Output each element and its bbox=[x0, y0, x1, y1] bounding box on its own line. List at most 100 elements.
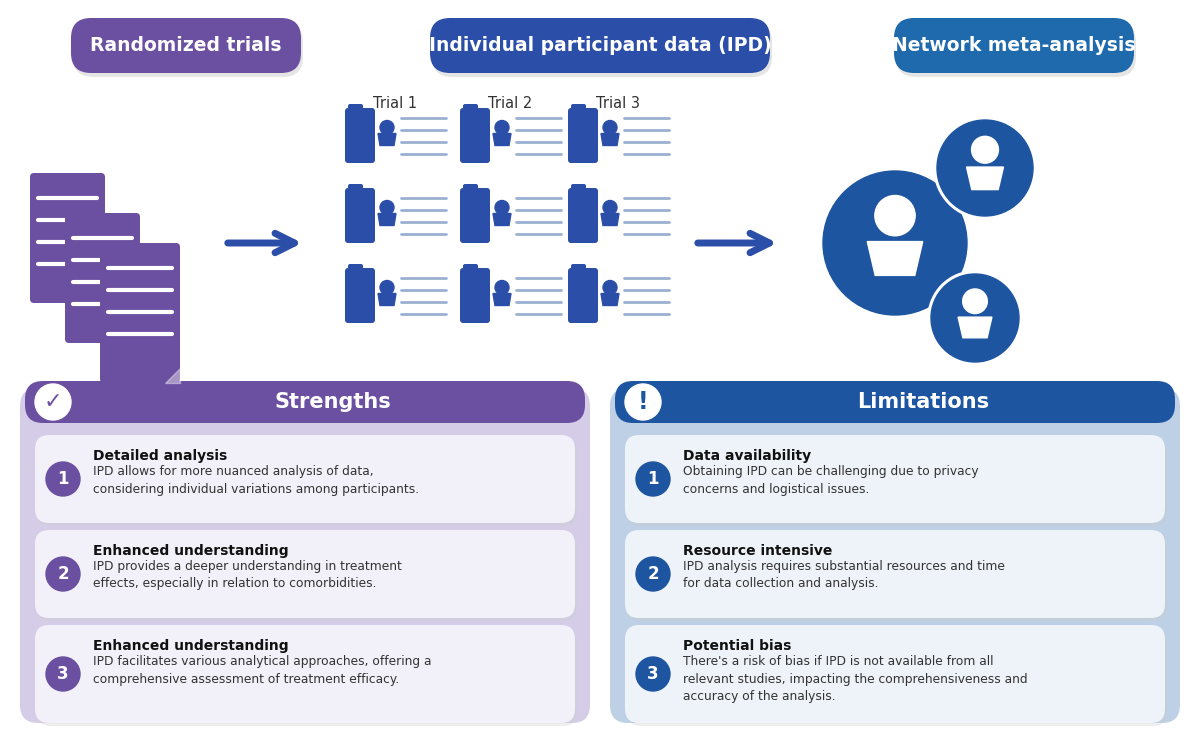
FancyBboxPatch shape bbox=[348, 104, 364, 112]
FancyBboxPatch shape bbox=[568, 108, 598, 163]
Polygon shape bbox=[493, 133, 511, 145]
FancyBboxPatch shape bbox=[896, 22, 1136, 77]
FancyBboxPatch shape bbox=[894, 18, 1134, 73]
Circle shape bbox=[46, 557, 80, 591]
Polygon shape bbox=[378, 133, 396, 145]
Text: !: ! bbox=[637, 390, 648, 414]
FancyBboxPatch shape bbox=[625, 435, 1165, 523]
Polygon shape bbox=[493, 293, 511, 306]
Polygon shape bbox=[378, 293, 396, 306]
Circle shape bbox=[875, 196, 916, 236]
Text: Detailed analysis: Detailed analysis bbox=[94, 449, 227, 463]
Circle shape bbox=[636, 462, 670, 496]
Text: 3: 3 bbox=[58, 665, 68, 683]
FancyBboxPatch shape bbox=[348, 184, 364, 192]
FancyBboxPatch shape bbox=[568, 188, 598, 243]
Text: Trial 1: Trial 1 bbox=[373, 95, 418, 111]
Circle shape bbox=[823, 171, 967, 315]
Text: 3: 3 bbox=[647, 665, 659, 683]
FancyBboxPatch shape bbox=[432, 22, 772, 77]
FancyBboxPatch shape bbox=[430, 18, 770, 73]
Text: Enhanced understanding: Enhanced understanding bbox=[94, 639, 289, 653]
Circle shape bbox=[604, 281, 617, 295]
Text: Resource intensive: Resource intensive bbox=[683, 544, 833, 558]
FancyBboxPatch shape bbox=[20, 388, 590, 723]
FancyBboxPatch shape bbox=[571, 264, 586, 272]
Text: IPD facilitates various analytical approaches, offering a
comprehensive assessme: IPD facilitates various analytical appro… bbox=[94, 655, 432, 685]
Polygon shape bbox=[90, 288, 106, 303]
FancyBboxPatch shape bbox=[571, 104, 586, 112]
Circle shape bbox=[636, 657, 670, 691]
Text: IPD analysis requires substantial resources and time
for data collection and ana: IPD analysis requires substantial resour… bbox=[683, 560, 1004, 591]
Text: Data availability: Data availability bbox=[683, 449, 811, 463]
FancyBboxPatch shape bbox=[625, 625, 1165, 723]
Polygon shape bbox=[493, 213, 511, 226]
Circle shape bbox=[604, 201, 617, 215]
Polygon shape bbox=[378, 213, 396, 226]
Circle shape bbox=[928, 271, 1022, 365]
Polygon shape bbox=[958, 317, 992, 338]
Circle shape bbox=[35, 384, 71, 420]
Circle shape bbox=[380, 281, 394, 295]
Text: There's a risk of bias if IPD is not available from all
relevant studies, impact: There's a risk of bias if IPD is not ava… bbox=[683, 655, 1027, 703]
FancyBboxPatch shape bbox=[616, 381, 1175, 423]
Circle shape bbox=[820, 168, 970, 318]
Polygon shape bbox=[966, 167, 1003, 190]
FancyBboxPatch shape bbox=[25, 381, 586, 423]
Text: Network meta-analysis: Network meta-analysis bbox=[893, 36, 1135, 55]
FancyBboxPatch shape bbox=[346, 188, 374, 243]
FancyBboxPatch shape bbox=[460, 188, 490, 243]
FancyBboxPatch shape bbox=[35, 435, 575, 523]
FancyBboxPatch shape bbox=[460, 108, 490, 163]
FancyBboxPatch shape bbox=[30, 173, 106, 303]
Circle shape bbox=[931, 274, 1019, 362]
Circle shape bbox=[934, 117, 1036, 219]
Polygon shape bbox=[601, 213, 619, 226]
Text: Trial 2: Trial 2 bbox=[488, 95, 532, 111]
Circle shape bbox=[496, 201, 509, 215]
FancyBboxPatch shape bbox=[568, 268, 598, 323]
FancyBboxPatch shape bbox=[346, 108, 374, 163]
Text: IPD provides a deeper understanding in treatment
effects, especially in relation: IPD provides a deeper understanding in t… bbox=[94, 560, 402, 591]
Polygon shape bbox=[601, 133, 619, 145]
Text: IPD allows for more nuanced analysis of data,
considering individual variations : IPD allows for more nuanced analysis of … bbox=[94, 465, 419, 496]
FancyBboxPatch shape bbox=[73, 22, 302, 77]
Circle shape bbox=[496, 120, 509, 134]
FancyBboxPatch shape bbox=[37, 438, 577, 526]
Text: Enhanced understanding: Enhanced understanding bbox=[94, 544, 289, 558]
Polygon shape bbox=[601, 293, 619, 306]
Polygon shape bbox=[868, 242, 923, 276]
Circle shape bbox=[625, 384, 661, 420]
Text: Limitations: Limitations bbox=[857, 392, 989, 412]
FancyBboxPatch shape bbox=[625, 530, 1165, 618]
Text: 2: 2 bbox=[58, 565, 68, 583]
Circle shape bbox=[972, 136, 998, 163]
FancyBboxPatch shape bbox=[463, 184, 478, 192]
Text: 1: 1 bbox=[647, 470, 659, 488]
Text: Randomized trials: Randomized trials bbox=[90, 36, 282, 55]
FancyBboxPatch shape bbox=[571, 184, 586, 192]
Circle shape bbox=[937, 120, 1033, 216]
Circle shape bbox=[604, 120, 617, 134]
FancyBboxPatch shape bbox=[628, 628, 1166, 726]
Circle shape bbox=[46, 657, 80, 691]
FancyBboxPatch shape bbox=[348, 264, 364, 272]
Circle shape bbox=[380, 120, 394, 134]
Circle shape bbox=[962, 289, 988, 314]
Text: Strengths: Strengths bbox=[275, 392, 391, 412]
FancyBboxPatch shape bbox=[460, 268, 490, 323]
Circle shape bbox=[636, 557, 670, 591]
FancyBboxPatch shape bbox=[463, 104, 478, 112]
Text: Obtaining IPD can be challenging due to privacy
concerns and logistical issues.: Obtaining IPD can be challenging due to … bbox=[683, 465, 979, 496]
FancyBboxPatch shape bbox=[610, 388, 1180, 723]
FancyBboxPatch shape bbox=[35, 625, 575, 723]
FancyBboxPatch shape bbox=[35, 530, 575, 618]
Polygon shape bbox=[166, 368, 180, 383]
Text: ✓: ✓ bbox=[43, 392, 62, 412]
Text: Potential bias: Potential bias bbox=[683, 639, 791, 653]
FancyBboxPatch shape bbox=[346, 268, 374, 323]
FancyBboxPatch shape bbox=[37, 533, 577, 621]
Circle shape bbox=[496, 281, 509, 295]
Polygon shape bbox=[125, 328, 140, 343]
Circle shape bbox=[46, 462, 80, 496]
